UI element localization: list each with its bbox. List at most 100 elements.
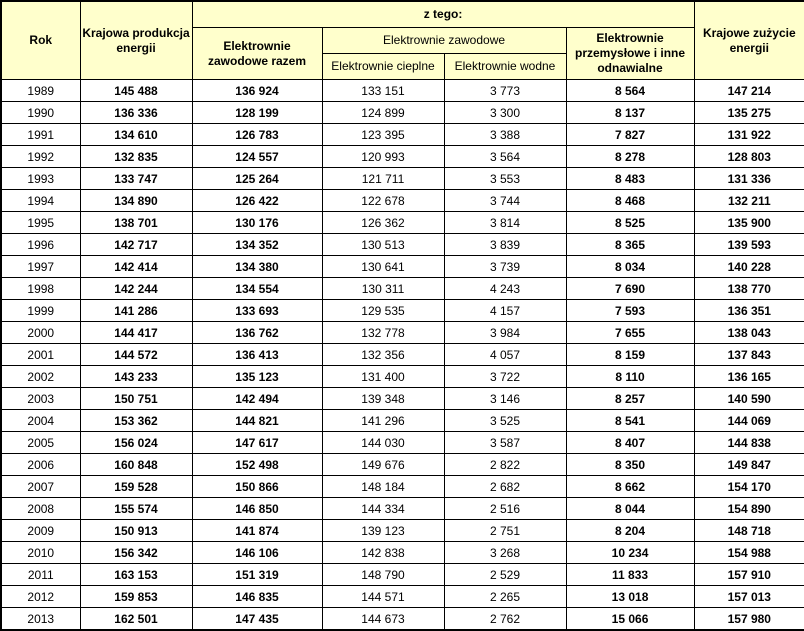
cell-krajowe-zuzycie: 148 718 [693,519,804,542]
cell-cieplne: 141 296 [321,409,445,432]
cell-wodne: 3 839 [443,233,567,256]
cell-zawodowe-razem: 124 557 [191,145,323,168]
table-row: 2006 160 848 152 498 149 676 2 822 8 350 149 8… [0,453,804,476]
cell-krajowa-produkcja: 132 835 [79,145,193,168]
table-row: 1996 142 717 134 352 130 513 3 839 8 365 139 5… [0,233,804,256]
cell-year: 1989 [0,79,81,102]
table-row: 1992 132 835 124 557 120 993 3 564 8 278 128 8… [0,145,804,168]
cell-krajowe-zuzycie: 136 351 [693,299,804,322]
cell-wodne: 2 762 [443,607,567,631]
cell-cieplne: 142 838 [321,541,445,564]
cell-krajowe-zuzycie: 135 900 [693,211,804,234]
cell-zawodowe-razem: 142 494 [191,387,323,410]
cell-wodne: 3 146 [443,387,567,410]
cell-krajowe-zuzycie: 149 847 [693,453,804,476]
cell-wodne: 3 553 [443,167,567,190]
cell-cieplne: 149 676 [321,453,445,476]
cell-krajowe-zuzycie: 144 069 [693,409,804,432]
cell-krajowa-produkcja: 145 488 [79,79,193,102]
cell-krajowa-produkcja: 142 414 [79,255,193,278]
table-row: 1991 134 610 126 783 123 395 3 388 7 827 131 9… [0,123,804,146]
cell-krajowa-produkcja: 160 848 [79,453,193,476]
cell-cieplne: 122 678 [321,189,445,212]
cell-przemyslowe: 13 018 [565,585,695,608]
cell-year: 2005 [0,431,81,454]
cell-przemyslowe: 15 066 [565,607,695,631]
cell-cieplne: 144 673 [321,607,445,631]
cell-zawodowe-razem: 147 617 [191,431,323,454]
cell-krajowa-produkcja: 150 751 [79,387,193,410]
table-body: 1989 145 488 136 924 133 151 3 773 8 564 147 2… [0,79,804,631]
cell-przemyslowe: 7 827 [565,123,695,146]
header-zawodowe-razem: Elektrownie zawodowe razem [191,27,323,80]
cell-krajowa-produkcja: 150 913 [79,519,193,542]
cell-przemyslowe: 8 365 [565,233,695,256]
cell-zawodowe-razem: 152 498 [191,453,323,476]
cell-krajowa-produkcja: 156 342 [79,541,193,564]
cell-zawodowe-razem: 135 123 [191,365,323,388]
cell-wodne: 2 529 [443,563,567,586]
cell-wodne: 4 243 [443,277,567,300]
table-row: 2007 159 528 150 866 148 184 2 682 8 662 154 1… [0,475,804,498]
cell-cieplne: 133 151 [321,79,445,102]
cell-year: 2002 [0,365,81,388]
table-row: 1990 136 336 128 199 124 899 3 300 8 137 135 2… [0,101,804,124]
cell-przemyslowe: 7 655 [565,321,695,344]
header-krajowa-produkcja: Krajowa produkcja energii [79,0,193,80]
cell-krajowa-produkcja: 136 336 [79,101,193,124]
cell-krajowa-produkcja: 159 528 [79,475,193,498]
cell-wodne: 3 722 [443,365,567,388]
cell-przemyslowe: 8 483 [565,167,695,190]
cell-year: 1996 [0,233,81,256]
cell-cieplne: 124 899 [321,101,445,124]
cell-przemyslowe: 8 350 [565,453,695,476]
cell-cieplne: 130 641 [321,255,445,278]
table-row: 2013 162 501 147 435 144 673 2 762 15 066 157 … [0,607,804,631]
cell-year: 2006 [0,453,81,476]
cell-wodne: 3 587 [443,431,567,454]
cell-przemyslowe: 8 110 [565,365,695,388]
cell-przemyslowe: 8 278 [565,145,695,168]
cell-przemyslowe: 8 407 [565,431,695,454]
cell-wodne: 3 814 [443,211,567,234]
cell-wodne: 3 268 [443,541,567,564]
cell-krajowa-produkcja: 134 610 [79,123,193,146]
cell-cieplne: 148 184 [321,475,445,498]
cell-krajowa-produkcja: 143 233 [79,365,193,388]
cell-wodne: 2 265 [443,585,567,608]
cell-krajowa-produkcja: 159 853 [79,585,193,608]
cell-year: 1991 [0,123,81,146]
cell-krajowe-zuzycie: 144 838 [693,431,804,454]
cell-krajowe-zuzycie: 131 336 [693,167,804,190]
table-row: 2010 156 342 146 106 142 838 3 268 10 234 154 … [0,541,804,564]
cell-krajowe-zuzycie: 157 910 [693,563,804,586]
cell-zawodowe-razem: 134 352 [191,233,323,256]
header-przemyslowe: Elektrownie przemysłowe i inne odnawialn… [565,27,695,80]
cell-cieplne: 144 334 [321,497,445,520]
cell-przemyslowe: 11 833 [565,563,695,586]
cell-przemyslowe: 8 541 [565,409,695,432]
cell-year: 2012 [0,585,81,608]
cell-zawodowe-razem: 141 874 [191,519,323,542]
cell-cieplne: 130 513 [321,233,445,256]
table-row: 2008 155 574 146 850 144 334 2 516 8 044 154 8… [0,497,804,520]
cell-year: 2013 [0,607,81,631]
cell-wodne: 3 564 [443,145,567,168]
cell-przemyslowe: 8 204 [565,519,695,542]
cell-krajowe-zuzycie: 138 770 [693,277,804,300]
cell-krajowe-zuzycie: 154 890 [693,497,804,520]
cell-krajowa-produkcja: 153 362 [79,409,193,432]
cell-year: 2007 [0,475,81,498]
cell-year: 2008 [0,497,81,520]
cell-zawodowe-razem: 125 264 [191,167,323,190]
cell-wodne: 3 773 [443,79,567,102]
cell-year: 1995 [0,211,81,234]
cell-zawodowe-razem: 147 435 [191,607,323,631]
cell-krajowa-produkcja: 156 024 [79,431,193,454]
cell-zawodowe-razem: 136 924 [191,79,323,102]
cell-przemyslowe: 8 662 [565,475,695,498]
cell-zawodowe-razem: 150 866 [191,475,323,498]
cell-year: 1990 [0,101,81,124]
cell-krajowe-zuzycie: 138 043 [693,321,804,344]
